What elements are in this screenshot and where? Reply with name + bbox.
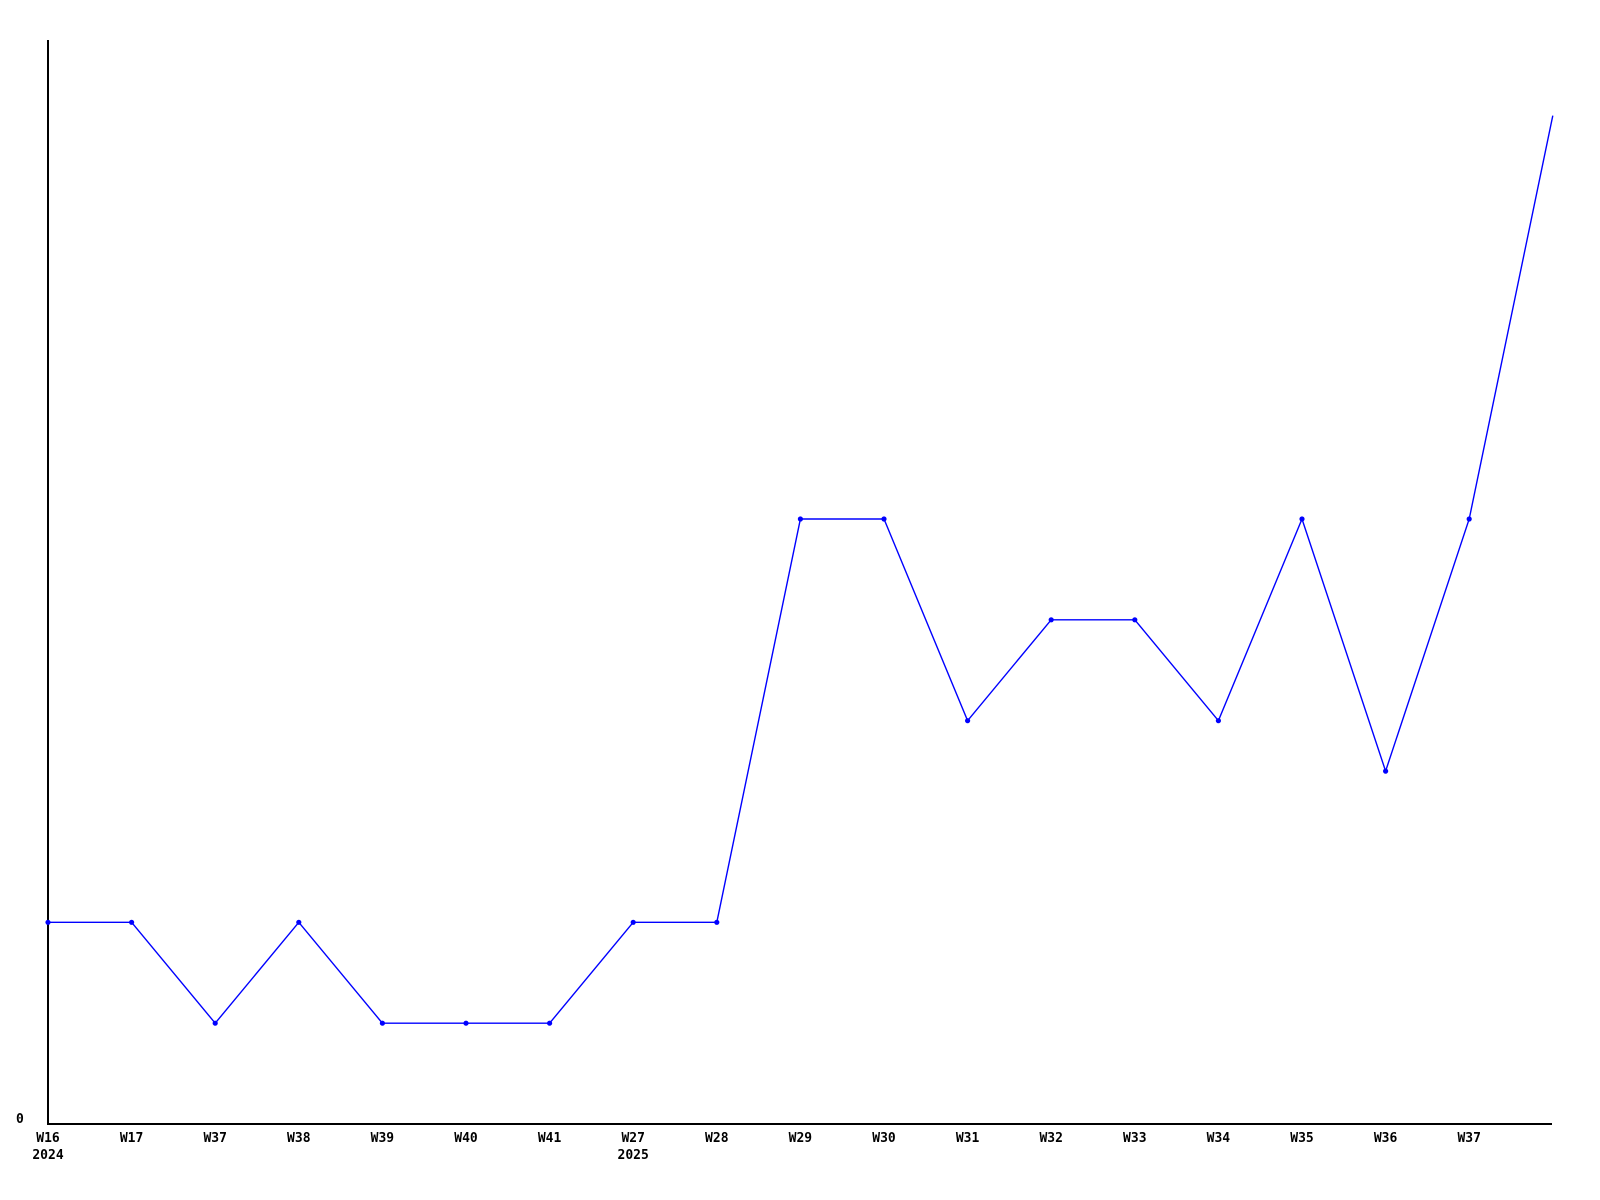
data-point bbox=[714, 919, 720, 925]
x-tick-label: W37 bbox=[203, 1130, 226, 1147]
data-point bbox=[965, 718, 971, 724]
data-point bbox=[379, 1020, 385, 1026]
x-tick-label: W34 bbox=[1207, 1130, 1230, 1147]
data-point bbox=[881, 516, 887, 522]
x-tick-year-label: 2025 bbox=[617, 1148, 649, 1163]
x-tick-label: W31 bbox=[956, 1130, 979, 1147]
x-tick-label: W40 bbox=[454, 1130, 477, 1147]
x-tick-label: W32 bbox=[1039, 1130, 1062, 1147]
x-tick-label: W37 bbox=[1457, 1130, 1480, 1147]
x-tick-label: W35 bbox=[1290, 1130, 1313, 1147]
x-tick-label-text: W36 bbox=[1373, 1131, 1398, 1146]
x-tick-label: W41 bbox=[538, 1130, 561, 1147]
data-point bbox=[1466, 516, 1472, 522]
x-tick-label-text: W38 bbox=[287, 1131, 311, 1146]
x-tick-label-text: W30 bbox=[872, 1131, 896, 1146]
x-tick-label-text: W37 bbox=[1457, 1131, 1481, 1146]
data-point bbox=[212, 1020, 218, 1026]
x-tick-label-text: W37 bbox=[203, 1131, 227, 1146]
data-point bbox=[630, 919, 636, 925]
x-tick-label-text: W34 bbox=[1206, 1131, 1231, 1146]
x-tick-label-text: W32 bbox=[1039, 1131, 1063, 1146]
x-tick-label-text: W35 bbox=[1290, 1131, 1314, 1146]
x-tick-label: W30 bbox=[872, 1130, 895, 1147]
x-tick-label-text: W16 bbox=[36, 1131, 60, 1146]
series-line-1 bbox=[48, 115, 1554, 1025]
series-group bbox=[45, 115, 1554, 1026]
data-point bbox=[1215, 718, 1221, 724]
x-tick-label: W16 2024 bbox=[32, 1130, 63, 1164]
x-tick-label-text: W17 bbox=[119, 1131, 144, 1146]
data-point bbox=[45, 919, 51, 925]
data-point bbox=[463, 1020, 469, 1026]
data-point bbox=[547, 1020, 553, 1026]
x-tick-label: W36 bbox=[1374, 1130, 1397, 1147]
data-point bbox=[1048, 617, 1054, 623]
data-point bbox=[797, 516, 804, 522]
x-tick-label: W29 bbox=[789, 1130, 812, 1147]
x-tick-label: W17 bbox=[120, 1130, 143, 1147]
axis-lines bbox=[47, 40, 1552, 1125]
data-point bbox=[1383, 768, 1389, 774]
x-tick-label-text: W28 bbox=[705, 1131, 729, 1146]
x-tick-label-text: W33 bbox=[1123, 1131, 1147, 1146]
x-tick-year-label: 2024 bbox=[32, 1148, 64, 1163]
data-point bbox=[296, 919, 302, 925]
x-tick-label-text: W40 bbox=[454, 1131, 478, 1146]
x-tick-label: W38 bbox=[287, 1130, 310, 1147]
x-tick-label: W28 bbox=[705, 1130, 728, 1147]
data-point bbox=[1132, 617, 1138, 623]
series-markers-1 bbox=[45, 516, 1472, 1026]
x-tick-label-text: W41 bbox=[537, 1131, 562, 1146]
data-point bbox=[1299, 516, 1305, 522]
x-tick-label-text: W29 bbox=[788, 1131, 813, 1146]
x-tick-label-text: W31 bbox=[955, 1131, 980, 1146]
x-tick-label: W39 bbox=[371, 1130, 394, 1147]
x-tick-label-text: W39 bbox=[370, 1131, 395, 1146]
x-tick-label: W27 2025 bbox=[618, 1130, 649, 1164]
x-tick-label-text: W27 bbox=[621, 1131, 645, 1146]
x-tick-label: W33 bbox=[1123, 1130, 1146, 1147]
y-axis-zero-label: 0 bbox=[16, 1112, 24, 1127]
data-point bbox=[129, 919, 135, 925]
axes-group bbox=[47, 40, 1552, 1125]
